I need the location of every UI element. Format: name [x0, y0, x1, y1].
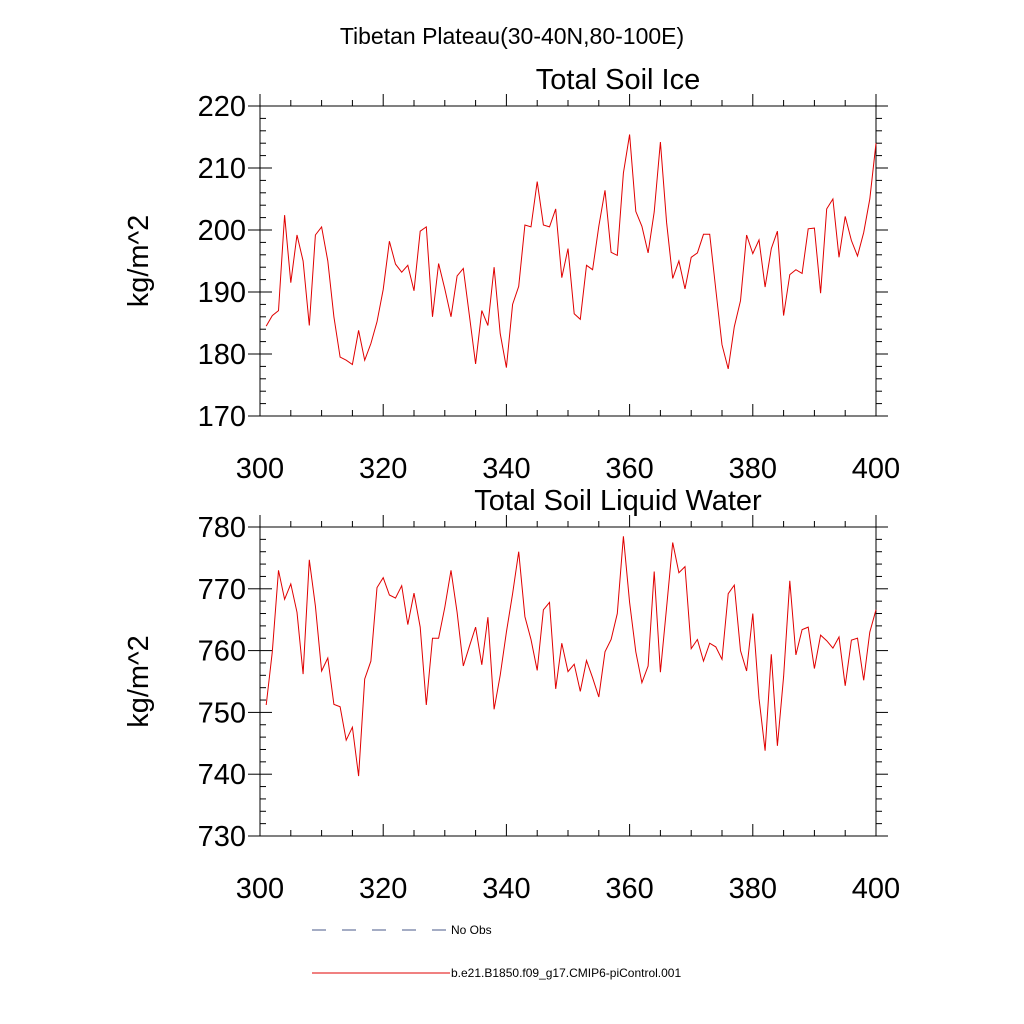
y-tick-label: 180: [198, 339, 246, 371]
y-tick-label: 760: [198, 636, 246, 668]
x-tick-label: 340: [482, 453, 530, 485]
plot-frame: [259, 105, 877, 417]
y-tick-label: 200: [198, 215, 246, 247]
x-tick-label: 340: [482, 873, 530, 905]
x-tick-label: 400: [852, 873, 900, 905]
y-tick-label: 750: [198, 697, 246, 729]
y-tick-label: 190: [198, 277, 246, 309]
series-line-total-soil-ice: [265, 134, 877, 370]
x-tick-label: 400: [852, 453, 900, 485]
x-tick-label: 320: [359, 873, 407, 905]
series-line-total-soil-liquid-water: [265, 536, 877, 777]
x-tick-label: 300: [236, 873, 284, 905]
x-tick-label: 380: [729, 873, 777, 905]
y-tick-label: 170: [198, 401, 246, 433]
y-tick-label: 730: [198, 821, 246, 853]
y-axis-label: kg/m^2: [123, 215, 155, 308]
y-tick-label: 220: [198, 91, 246, 123]
y-tick-label: 770: [198, 574, 246, 606]
figure-suptitle: Tibetan Plateau(30-40N,80-100E): [340, 23, 684, 49]
legend-label-model-run: b.e21.B1850.f09_g17.CMIP6-piControl.001: [451, 966, 681, 980]
y-axis-label: kg/m^2: [123, 635, 155, 728]
x-tick-label: 300: [236, 453, 284, 485]
x-tick-label: 360: [605, 873, 653, 905]
y-tick-label: 210: [198, 153, 246, 185]
y-tick-label: 780: [198, 512, 246, 544]
legend: No Obs b.e21.B1850.f09_g17.CMIP6-piContr…: [312, 923, 681, 980]
x-tick-label: 380: [729, 453, 777, 485]
chart-title: Total Soil Ice: [536, 64, 700, 96]
x-tick-label: 360: [605, 453, 653, 485]
legend-entry-model-run: b.e21.B1850.f09_g17.CMIP6-piControl.001: [312, 966, 681, 980]
panel-soil-ice: Total Soil Ice kg/m^2 300 320 340 360 380 400 17…: [123, 64, 900, 485]
chart-title: Total Soil Liquid Water: [474, 485, 762, 517]
x-tick-label: 320: [359, 453, 407, 485]
legend-label-no-obs: No Obs: [451, 923, 492, 937]
legend-entry-no-obs: No Obs: [312, 923, 492, 937]
panel-soil-liquid-water: Total Soil Liquid Water kg/m^2 300 320 340 36…: [123, 485, 900, 905]
y-tick-label: 740: [198, 759, 246, 791]
